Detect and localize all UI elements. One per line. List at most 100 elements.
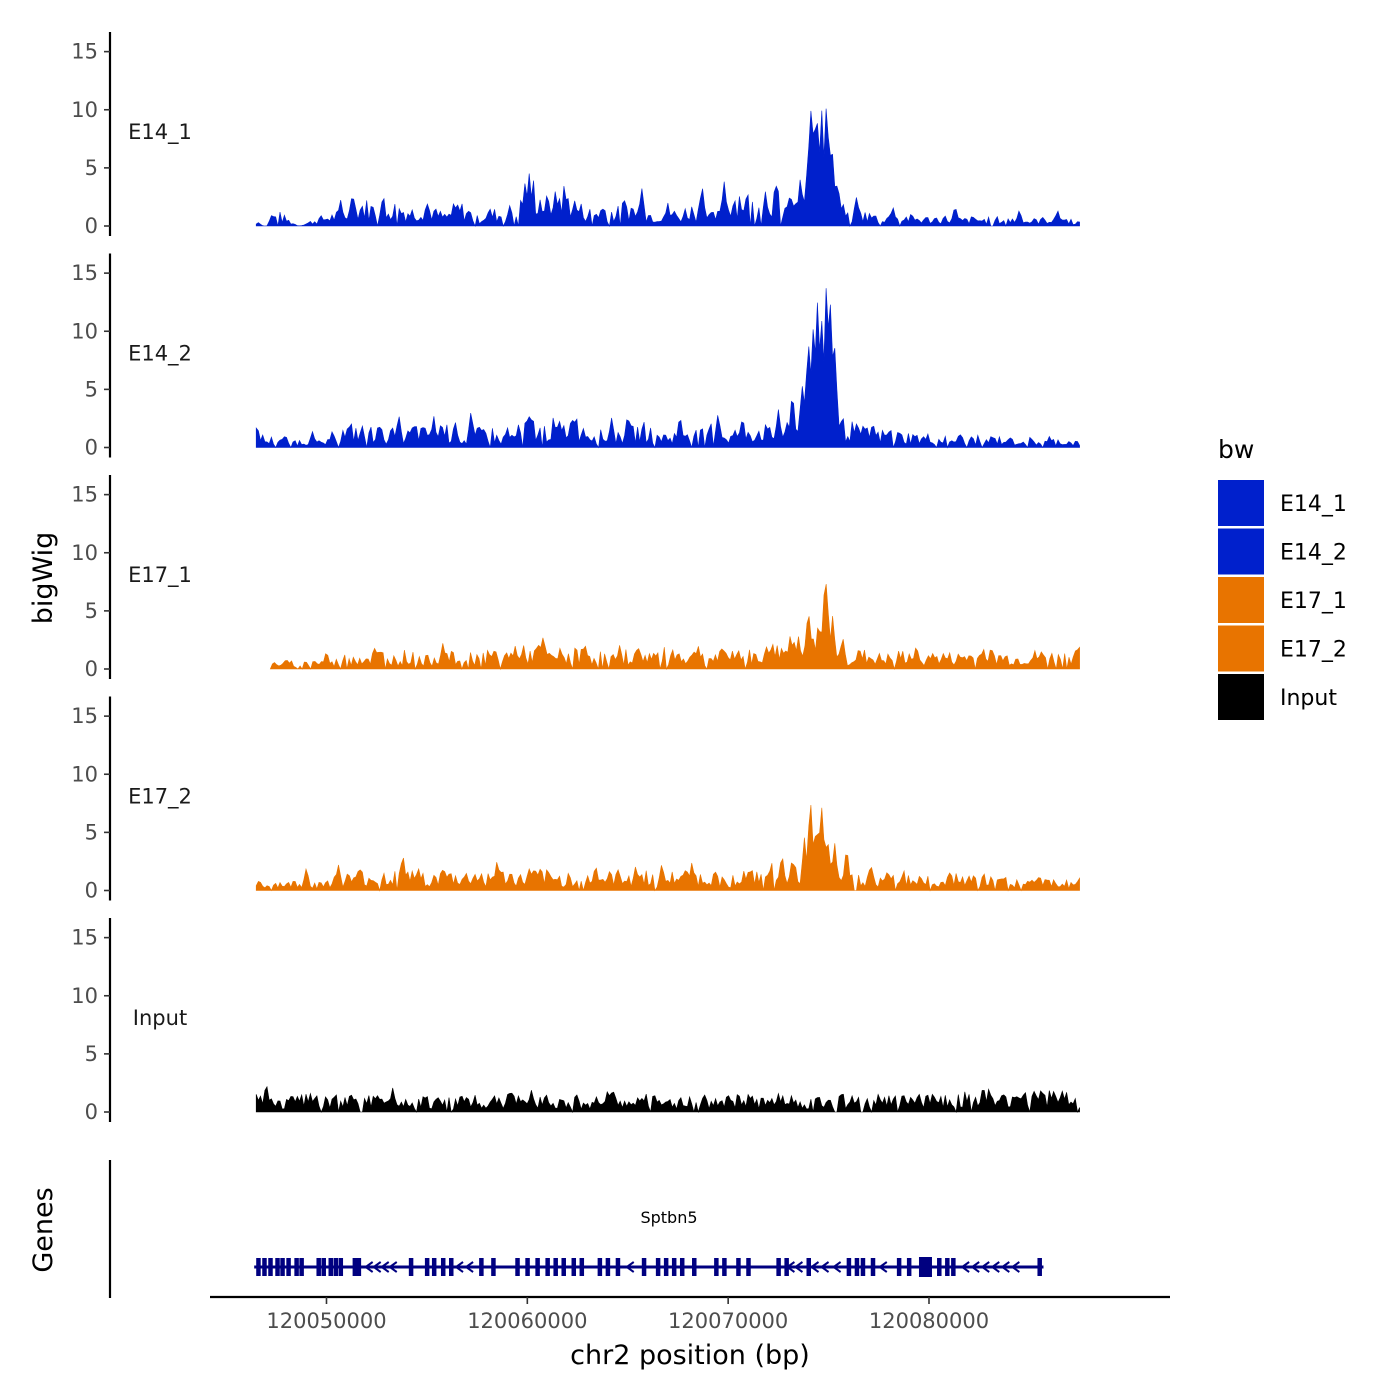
track-label: E17_2 [128,784,192,809]
exon-large [918,1257,932,1277]
exon [275,1258,280,1276]
exon [449,1258,454,1276]
strand-arrow [878,1261,888,1273]
exon [846,1258,852,1276]
legend-label: E14_2 [1280,541,1347,566]
strand-arrow [1000,1261,1010,1273]
exon [722,1258,727,1276]
gene-track: Sptbn5 [108,1160,1044,1298]
exon [268,1258,273,1276]
exon [945,1258,950,1276]
signal-area-E17_1 [269,584,1080,671]
y-tick-label: 15 [71,261,98,285]
signal-area-E14_1 [255,108,1080,228]
exon [571,1258,577,1276]
exon [479,1258,484,1276]
exon [870,1258,876,1276]
x-tick-label: 120070000 [668,1309,788,1333]
strand-arrow [970,1261,980,1273]
track-label: Input [133,1006,187,1030]
exon [408,1258,414,1276]
exon [641,1258,647,1276]
y-tick-label: 10 [71,541,98,565]
y-tick-label: 0 [85,214,98,238]
track-Input: 0 5 10 15 Input [71,918,1080,1124]
strand-arrow [785,1261,795,1273]
y-tick-label: 0 [85,657,98,681]
exon [553,1258,558,1276]
exon [316,1258,321,1276]
exon [424,1258,430,1276]
exon [615,1258,621,1276]
exon [896,1258,902,1276]
exon [321,1258,326,1276]
strand-arrow [960,1261,970,1273]
exon [299,1258,304,1276]
exon [579,1258,585,1276]
track-label: E17_1 [128,563,192,588]
y-tick-label: 5 [85,820,98,844]
y-tick-label: 5 [85,156,98,180]
exon [515,1258,520,1276]
exon [655,1258,661,1276]
strand-arrow [388,1261,398,1273]
legend-swatch [1218,577,1264,623]
y-tick-label: 15 [71,926,98,950]
signal-area-E17_2 [255,804,1080,892]
exon [535,1258,540,1276]
strand-arrow [464,1261,474,1273]
y-tick-label: 5 [85,377,98,401]
legend: bw E14_1 E14_2 E17_1 E17_2 Input [1218,435,1347,720]
y-tick-label: 0 [85,1100,98,1124]
legend-label: E17_2 [1280,638,1347,663]
legend-swatch [1218,528,1264,575]
exon [356,1258,362,1276]
signal-area-Input [255,1085,1080,1114]
exon [806,1258,811,1276]
y-tick-label: 15 [71,40,98,64]
x-tick-label: 120080000 [869,1309,989,1333]
strand-arrow [809,1261,820,1273]
exon [491,1258,496,1276]
strand-arrow [454,1261,464,1273]
exon [937,1258,942,1276]
track-E14_2: 0 5 10 15 E14_2 [71,253,1080,460]
exon [280,1258,285,1276]
y-tick-label: 15 [71,704,98,728]
y-tick-label: 5 [85,1042,98,1066]
exon [679,1258,685,1276]
gene-name-label: Sptbn5 [640,1208,697,1227]
exon [906,1258,912,1276]
y-axis-title-bigwig: bigWig [28,532,59,625]
legend-label: Input [1280,686,1337,711]
exon [951,1258,956,1276]
x-tick-label: 120050000 [266,1309,386,1333]
signal-area-E14_2 [255,288,1080,449]
exon [333,1258,339,1276]
exon [262,1258,267,1276]
legend-swatch [1218,480,1264,526]
exon [328,1258,334,1276]
y-tick-label: 10 [71,984,98,1008]
y-axis-title-genes: Genes [28,1187,59,1272]
track-E14_1: 0 5 10 15 E14_1 [71,32,1080,238]
track-E17_2: 0 5 10 15 E17_2 [71,696,1080,903]
y-tick-label: 0 [85,879,98,903]
x-tick-label: 120060000 [467,1309,587,1333]
exon [1037,1258,1042,1276]
strand-arrow [793,1261,804,1273]
exon [440,1258,446,1276]
exon [352,1258,358,1276]
exon [605,1258,611,1276]
y-tick-label: 10 [71,98,98,122]
y-tick-label: 15 [71,483,98,507]
track-label: E14_2 [128,341,192,366]
strand-arrow [980,1261,990,1273]
track-E17_1: 0 5 10 15 E17_1 [71,475,1080,681]
exon [746,1258,751,1276]
exon [525,1258,530,1276]
bigwig-tracks: 0 5 10 15 E14_1 0 5 10 15 E14_2 0 5 10 15 E17_1 0 5 10 15 E… [71,32,1080,1124]
y-tick-label: 0 [85,436,98,460]
